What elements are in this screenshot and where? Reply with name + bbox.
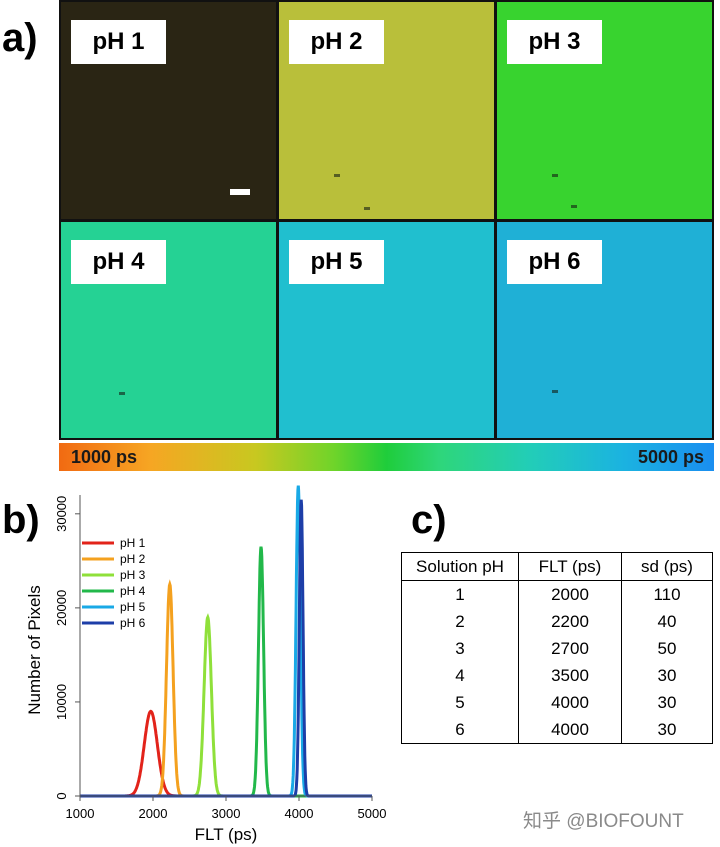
table-cell: 3	[401, 635, 519, 662]
tile-label: pH 3	[507, 20, 602, 64]
micrograph-ph2: pH 2	[279, 2, 494, 219]
table-cell: 5	[401, 689, 519, 716]
tile-label: pH 2	[289, 20, 384, 64]
watermark: 知乎 @BIOFOUNT	[523, 811, 684, 832]
y-axis-label: Number of Pixels	[25, 585, 44, 714]
table-cell: 4000	[518, 716, 622, 744]
tile-label: pH 4	[71, 240, 166, 284]
micrograph-ph4: pH 4	[61, 222, 276, 438]
tile-label: pH 6	[507, 240, 602, 284]
y-tick-label: 10000	[54, 684, 69, 720]
table-cell: 30	[621, 689, 713, 716]
table-cell: 40	[621, 608, 713, 635]
speck	[334, 174, 340, 177]
table-row: 3 2700 50	[401, 635, 713, 662]
panel-label-a: a)	[2, 16, 38, 60]
table-cell: 4000	[518, 689, 622, 716]
x-tick-label: 2000	[139, 806, 168, 821]
scale-bar	[230, 189, 250, 195]
micrograph-grid: pH 1 pH 2 pH 3 pH 4 pH 5 pH 6	[59, 0, 714, 440]
y-tick-label: 30000	[54, 496, 69, 532]
x-tick-label: 4000	[285, 806, 314, 821]
table-cell: 50	[621, 635, 713, 662]
series-ph1-curve	[80, 709, 372, 798]
table-cell: 30	[621, 716, 713, 744]
tile-label: pH 5	[289, 240, 384, 284]
panel-label-b: b)	[2, 498, 40, 542]
x-tick-label: 1000	[66, 806, 95, 821]
table-row: 1 2000 110	[401, 580, 713, 608]
legend-label: pH 3	[120, 568, 146, 582]
y-tick-label: 20000	[54, 590, 69, 626]
table-cell: 2	[401, 608, 519, 635]
legend-label: pH 5	[120, 600, 146, 614]
table-cell: 2200	[518, 608, 622, 635]
speck	[119, 392, 125, 395]
legend-label: pH 1	[120, 536, 146, 550]
panel-label-c: c)	[411, 498, 447, 542]
table-row: 5 4000 30	[401, 689, 713, 716]
table-cell: 1	[401, 580, 519, 608]
x-tick-label: 5000	[358, 806, 387, 821]
micrograph-ph6: pH 6	[497, 222, 712, 438]
table-row: 4 3500 30	[401, 662, 713, 689]
column-header-solution-ph: Solution pH	[401, 552, 519, 581]
micrograph-ph1: pH 1	[61, 2, 276, 219]
micrograph-ph5: pH 5	[279, 222, 494, 438]
x-tick-label: 3000	[212, 806, 241, 821]
speck	[571, 205, 577, 208]
table-cell: 30	[621, 662, 713, 689]
colorbar: 1000 ps 5000 ps	[59, 443, 714, 471]
y-tick-label: 0	[54, 792, 69, 799]
colorbar-min-label: 1000 ps	[71, 447, 138, 467]
flt-table: Solution pH FLT (ps) sd (ps) 1 2000 110 …	[401, 552, 713, 744]
column-header-flt: FLT (ps)	[518, 552, 622, 581]
micrograph-ph3: pH 3	[497, 2, 712, 219]
table-cell: 3500	[518, 662, 622, 689]
legend-label: pH 6	[120, 616, 146, 630]
speck	[364, 207, 370, 210]
series-ph5-curve	[80, 485, 372, 798]
series-ph3-curve	[80, 613, 372, 798]
flt-histogram-chart: 1000 2000 3000 4000 5000 0 10000 20000 30000 pH …	[25, 485, 387, 844]
column-header-sd: sd (ps)	[621, 552, 713, 581]
table-cell: 110	[621, 580, 713, 608]
legend-label: pH 2	[120, 552, 146, 566]
x-axis-label: FLT (ps)	[195, 825, 258, 844]
table-row: 6 4000 30	[401, 716, 713, 744]
speck	[552, 174, 558, 177]
colorbar-max-label: 5000 ps	[637, 447, 704, 467]
table-header-row: Solution pH FLT (ps) sd (ps)	[401, 552, 713, 581]
table-row: 2 2200 40	[401, 608, 713, 635]
legend-label: pH 4	[120, 584, 146, 598]
table-cell: 2700	[518, 635, 622, 662]
speck	[552, 390, 558, 393]
table-cell: 2000	[518, 580, 622, 608]
tile-label: pH 1	[71, 20, 166, 64]
table-cell: 4	[401, 662, 519, 689]
table-cell: 6	[401, 716, 519, 744]
